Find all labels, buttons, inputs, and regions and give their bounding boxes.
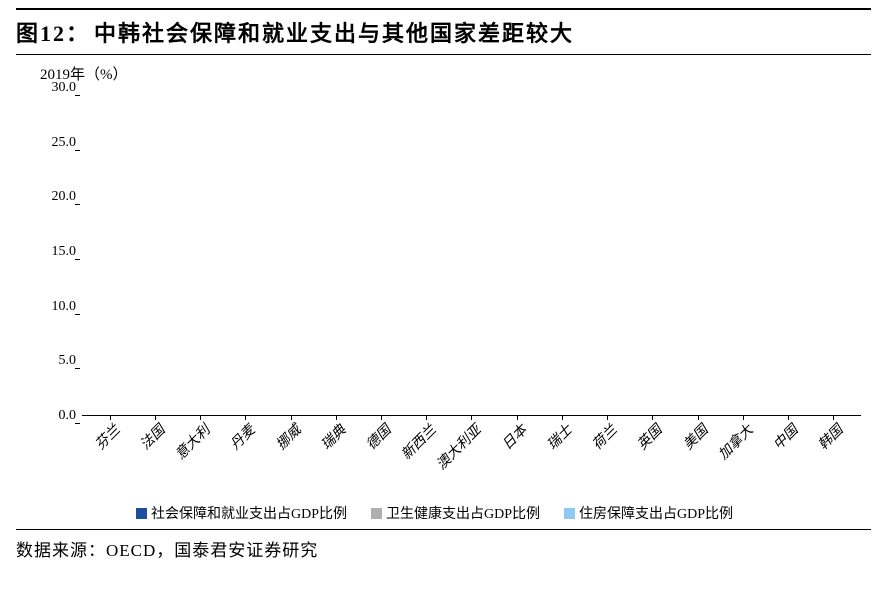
x-axis-labels: 芬兰法国意大利丹麦挪威瑞典德国新西兰澳大利亚日本瑞士荷兰英国美国加拿大中国韩国 — [82, 416, 861, 468]
x-tick-label: 美国 — [678, 416, 717, 468]
data-source: 数据来源：OECD，国泰君安证券研究 — [16, 529, 871, 561]
legend-label: 住房保障支出占GDP比例 — [579, 503, 733, 523]
legend-label: 卫生健康支出占GDP比例 — [386, 503, 540, 523]
legend-swatch — [136, 508, 147, 519]
plot-region — [82, 88, 861, 416]
legend-item-health: 卫生健康支出占GDP比例 — [371, 503, 540, 523]
y-tick-label: 0.0 — [32, 408, 76, 424]
x-tick-label: 英国 — [633, 416, 672, 468]
y-tick-label: 25.0 — [32, 135, 76, 151]
x-tick-label: 韩国 — [814, 416, 853, 468]
y-tick-label: 15.0 — [32, 244, 76, 260]
legend-item-housing: 住房保障支出占GDP比例 — [564, 503, 733, 523]
legend-swatch — [371, 508, 382, 519]
title-bar: 图12： 中韩社会保障和就业支出与其他国家差距较大 — [16, 8, 871, 55]
x-tick-label: 瑞士 — [542, 416, 581, 468]
y-tick-label: 5.0 — [32, 353, 76, 369]
x-tick-label: 澳大利亚 — [452, 416, 491, 468]
y-tick-label: 20.0 — [32, 189, 76, 205]
legend: 社会保障和就业支出占GDP比例 卫生健康支出占GDP比例 住房保障支出占GDP比例 — [136, 503, 861, 523]
y-tick-label: 10.0 — [32, 299, 76, 315]
chart-title: 中韩社会保障和就业支出与其他国家差距较大 — [94, 21, 574, 46]
x-tick-label: 芬兰 — [90, 416, 129, 468]
x-tick-label: 瑞典 — [316, 416, 355, 468]
x-tick-label: 加拿大 — [723, 416, 762, 468]
y-axis: 0.05.010.015.020.025.030.0 — [36, 88, 80, 416]
legend-swatch — [564, 508, 575, 519]
x-tick-label: 意大利 — [180, 416, 219, 468]
x-tick-label: 丹麦 — [226, 416, 265, 468]
y-tick-label: 30.0 — [32, 80, 76, 96]
x-tick-label: 挪威 — [271, 416, 310, 468]
chart-subtitle: 2019年（%） — [40, 63, 871, 84]
chart-area: 0.05.010.015.020.025.030.0 芬兰法国意大利丹麦挪威瑞典… — [36, 88, 861, 468]
x-tick-label: 中国 — [769, 416, 808, 468]
figure-number: 图12： — [16, 21, 90, 46]
x-tick-label: 荷兰 — [588, 416, 627, 468]
x-tick-label: 德国 — [361, 416, 400, 468]
legend-item-social: 社会保障和就业支出占GDP比例 — [136, 503, 347, 523]
x-tick-label: 法国 — [135, 416, 174, 468]
legend-label: 社会保障和就业支出占GDP比例 — [151, 503, 347, 523]
bars-container — [82, 88, 861, 416]
x-tick-label: 日本 — [497, 416, 536, 468]
